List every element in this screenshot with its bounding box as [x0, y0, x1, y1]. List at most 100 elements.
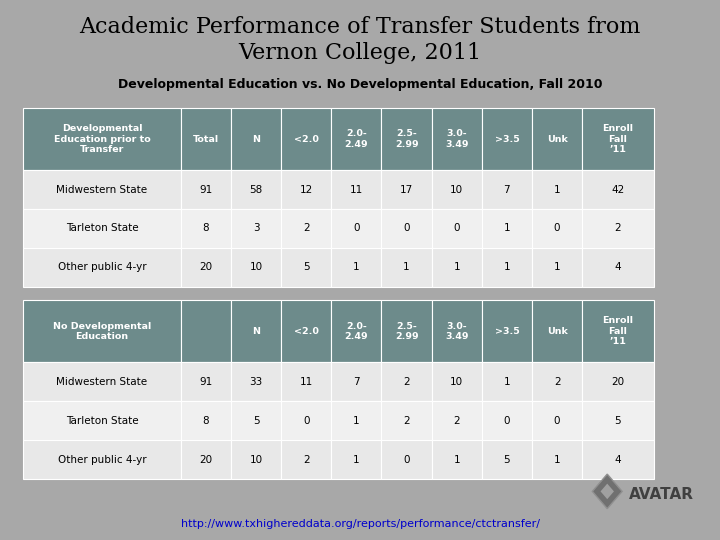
- Text: 1: 1: [554, 455, 560, 464]
- FancyBboxPatch shape: [582, 248, 654, 287]
- Text: 3: 3: [253, 224, 259, 233]
- Text: 17: 17: [400, 185, 413, 194]
- FancyBboxPatch shape: [181, 108, 231, 170]
- Text: 33: 33: [249, 377, 263, 387]
- Text: <2.0: <2.0: [294, 327, 319, 336]
- Text: 0: 0: [403, 224, 410, 233]
- Text: 3.0-
3.49: 3.0- 3.49: [445, 130, 469, 148]
- FancyBboxPatch shape: [382, 300, 432, 362]
- Text: 10: 10: [450, 377, 463, 387]
- FancyBboxPatch shape: [331, 401, 382, 440]
- Text: 1: 1: [454, 262, 460, 272]
- Text: 5: 5: [503, 455, 510, 464]
- Text: 58: 58: [249, 185, 263, 194]
- Text: Unk: Unk: [546, 327, 567, 336]
- FancyBboxPatch shape: [382, 248, 432, 287]
- Text: No Developmental
Education: No Developmental Education: [53, 322, 151, 341]
- Text: 1: 1: [403, 262, 410, 272]
- FancyBboxPatch shape: [532, 401, 582, 440]
- FancyBboxPatch shape: [23, 108, 181, 170]
- FancyBboxPatch shape: [532, 209, 582, 248]
- Text: 4: 4: [615, 455, 621, 464]
- Text: Other public 4-yr: Other public 4-yr: [58, 262, 146, 272]
- Text: 0: 0: [504, 416, 510, 426]
- Text: 42: 42: [611, 185, 625, 194]
- FancyBboxPatch shape: [331, 248, 382, 287]
- Text: 2.0-
2.49: 2.0- 2.49: [345, 130, 368, 148]
- FancyBboxPatch shape: [282, 401, 331, 440]
- FancyBboxPatch shape: [582, 401, 654, 440]
- FancyBboxPatch shape: [582, 170, 654, 209]
- FancyBboxPatch shape: [181, 440, 231, 479]
- FancyBboxPatch shape: [231, 440, 282, 479]
- FancyBboxPatch shape: [282, 362, 331, 401]
- Text: Enroll
Fall
’11: Enroll Fall ’11: [603, 124, 634, 154]
- Text: Midwestern State: Midwestern State: [56, 185, 148, 194]
- FancyBboxPatch shape: [582, 209, 654, 248]
- FancyBboxPatch shape: [231, 248, 282, 287]
- Text: 7: 7: [503, 185, 510, 194]
- FancyBboxPatch shape: [532, 300, 582, 362]
- FancyBboxPatch shape: [532, 440, 582, 479]
- FancyBboxPatch shape: [532, 170, 582, 209]
- Text: Tarleton State: Tarleton State: [66, 224, 138, 233]
- Text: 5: 5: [303, 262, 310, 272]
- Text: 4: 4: [615, 262, 621, 272]
- FancyBboxPatch shape: [331, 170, 382, 209]
- FancyBboxPatch shape: [331, 209, 382, 248]
- Text: Developmental Education vs. No Developmental Education, Fall 2010: Developmental Education vs. No Developme…: [118, 78, 602, 91]
- FancyBboxPatch shape: [482, 440, 532, 479]
- FancyBboxPatch shape: [231, 401, 282, 440]
- FancyBboxPatch shape: [482, 362, 532, 401]
- FancyBboxPatch shape: [231, 170, 282, 209]
- FancyBboxPatch shape: [282, 209, 331, 248]
- FancyBboxPatch shape: [432, 362, 482, 401]
- FancyBboxPatch shape: [382, 108, 432, 170]
- FancyBboxPatch shape: [23, 362, 181, 401]
- Text: 2.0-
2.49: 2.0- 2.49: [345, 322, 368, 341]
- Text: 2: 2: [554, 377, 560, 387]
- Text: Tarleton State: Tarleton State: [66, 416, 138, 426]
- FancyBboxPatch shape: [23, 300, 181, 362]
- Text: http://www.txhighereddata.org/reports/performance/ctctransfer/: http://www.txhighereddata.org/reports/pe…: [181, 519, 539, 529]
- FancyBboxPatch shape: [482, 209, 532, 248]
- Text: Midwestern State: Midwestern State: [56, 377, 148, 387]
- Text: 1: 1: [503, 224, 510, 233]
- Text: 11: 11: [350, 185, 363, 194]
- Text: Total: Total: [193, 134, 219, 144]
- Text: 1: 1: [503, 262, 510, 272]
- FancyBboxPatch shape: [231, 362, 282, 401]
- Text: 5: 5: [615, 416, 621, 426]
- Text: 2: 2: [303, 224, 310, 233]
- Text: 8: 8: [202, 224, 210, 233]
- FancyBboxPatch shape: [331, 362, 382, 401]
- Text: >3.5: >3.5: [495, 327, 519, 336]
- Text: 2: 2: [403, 377, 410, 387]
- FancyBboxPatch shape: [282, 248, 331, 287]
- FancyBboxPatch shape: [181, 300, 231, 362]
- Text: 0: 0: [554, 416, 560, 426]
- Polygon shape: [593, 474, 622, 509]
- FancyBboxPatch shape: [582, 440, 654, 479]
- Polygon shape: [600, 484, 614, 499]
- FancyBboxPatch shape: [432, 440, 482, 479]
- Text: 2: 2: [403, 416, 410, 426]
- FancyBboxPatch shape: [23, 401, 181, 440]
- FancyBboxPatch shape: [482, 401, 532, 440]
- Text: Other public 4-yr: Other public 4-yr: [58, 455, 146, 464]
- FancyBboxPatch shape: [532, 248, 582, 287]
- Text: <2.0: <2.0: [294, 134, 319, 144]
- FancyBboxPatch shape: [432, 108, 482, 170]
- FancyBboxPatch shape: [382, 401, 432, 440]
- FancyBboxPatch shape: [23, 170, 181, 209]
- Text: 2: 2: [303, 455, 310, 464]
- Text: 2.5-
2.99: 2.5- 2.99: [395, 322, 418, 341]
- FancyBboxPatch shape: [181, 209, 231, 248]
- Text: 10: 10: [250, 262, 263, 272]
- Text: 2: 2: [615, 224, 621, 233]
- Text: 1: 1: [554, 185, 560, 194]
- Text: 1: 1: [353, 262, 360, 272]
- FancyBboxPatch shape: [432, 300, 482, 362]
- FancyBboxPatch shape: [382, 440, 432, 479]
- Text: 1: 1: [503, 377, 510, 387]
